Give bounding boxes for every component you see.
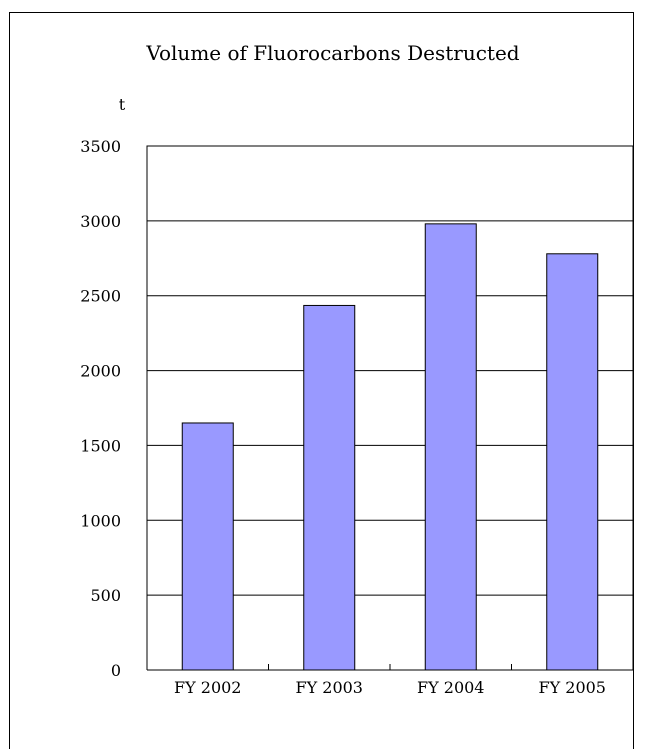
x-tick-label-fy-2003: FY 2003 <box>296 678 363 697</box>
y-tick-label-2500: 2500 <box>80 287 121 306</box>
bars <box>181 223 599 671</box>
plot-border <box>146 145 634 670</box>
x-tick-label-fy-2005: FY 2005 <box>539 678 606 697</box>
axes <box>146 145 634 671</box>
tick-labels: 0 500 1000 1500 2000 2500 3000 3500 FY 2002 FY 20… <box>80 137 606 697</box>
bar-fy-2002 <box>181 422 234 671</box>
y-tick-label-500: 500 <box>90 586 121 605</box>
y-tick-label-0: 0 <box>111 661 121 680</box>
bar-fy-2005 <box>546 253 599 671</box>
y-tick-label-3000: 3000 <box>80 212 121 231</box>
y-tick-label-1500: 1500 <box>80 436 121 455</box>
bar-fy-2004 <box>424 223 477 671</box>
y-axis-unit-label: t <box>119 95 126 114</box>
chart-title: Volume of Fluorocarbons Destructed <box>145 41 519 65</box>
x-tick-label-fy-2004: FY 2004 <box>417 678 484 697</box>
y-tick-label-1000: 1000 <box>80 511 121 530</box>
x-tick-label-fy-2002: FY 2002 <box>174 678 241 697</box>
y-tick-label-2000: 2000 <box>80 362 121 381</box>
bar-fy-2003 <box>303 304 356 671</box>
y-tick-label-3500: 3500 <box>80 137 121 156</box>
